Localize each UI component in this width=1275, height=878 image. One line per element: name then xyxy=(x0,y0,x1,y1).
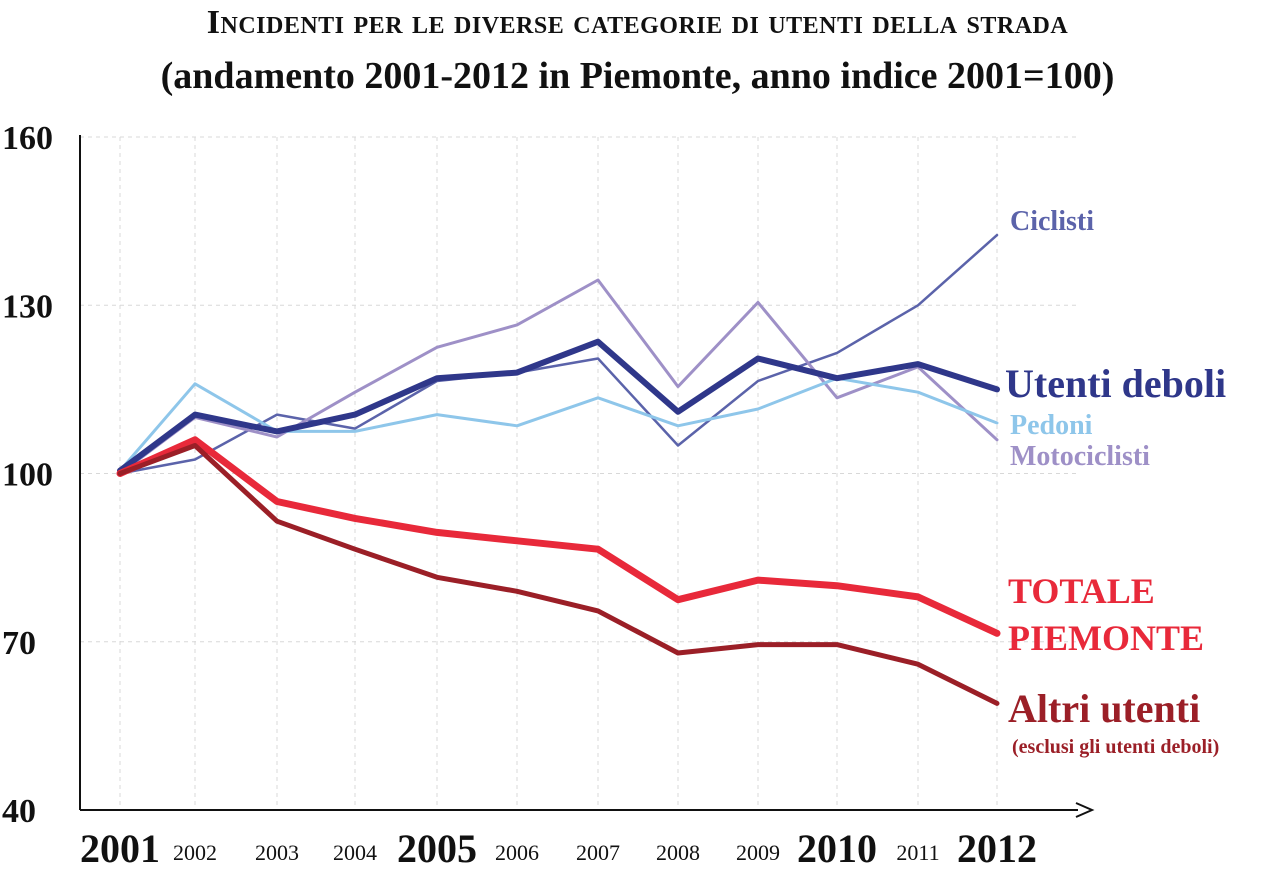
x-tick-label: 2012 xyxy=(957,826,1037,871)
x-tick-label: 2004 xyxy=(333,840,377,865)
x-tick-label: 2002 xyxy=(173,840,217,865)
series-label: PIEMONTE xyxy=(1008,618,1204,658)
x-tick-label: 2007 xyxy=(576,840,620,865)
y-tick-label: 130 xyxy=(2,288,53,325)
y-tick-label: 40 xyxy=(2,793,36,830)
x-tick-label: 2005 xyxy=(397,826,477,871)
x-tick-label: 2008 xyxy=(656,840,700,865)
series-label: Ciclisti xyxy=(1010,206,1094,237)
series-label: (esclusi gli utenti deboli) xyxy=(1012,736,1219,758)
series-label: Utenti deboli xyxy=(1005,361,1226,406)
y-tick-label: 70 xyxy=(2,625,36,662)
series-line-totale-piemonte xyxy=(116,436,1001,637)
y-tick-labels: 40 70 100 130 160 xyxy=(2,120,53,830)
x-axis-arrow xyxy=(1075,802,1095,818)
series-lines xyxy=(116,233,1001,706)
x-tick-label: 2006 xyxy=(495,840,539,865)
series-label: Pedoni xyxy=(1010,410,1093,441)
y-tick-label: 100 xyxy=(2,457,53,494)
series-line-utenti-deboli xyxy=(117,338,1000,474)
x-tick-label: 2010 xyxy=(797,826,877,871)
chart-title: Incidenti per le diverse categorie di ut… xyxy=(206,4,1069,41)
y-tick-label: 160 xyxy=(2,120,53,157)
x-tick-labels: 2001 2002 2003 2004 2005 2006 2007 2008 2009 2010… xyxy=(80,826,1037,871)
x-tick-label: 2001 xyxy=(80,826,160,871)
x-tick-label: 2011 xyxy=(896,840,939,865)
series-label: TOTALE xyxy=(1008,571,1155,611)
x-tick-label: 2003 xyxy=(255,840,299,865)
axes xyxy=(79,135,1095,818)
series-line-altri-utenti xyxy=(117,443,1000,706)
series-line-motociclisti xyxy=(118,278,999,475)
series-label: Motociclisti xyxy=(1010,441,1150,472)
chart-subtitle: (andamento 2001-2012 in Piemonte, anno i… xyxy=(160,55,1115,97)
series-line-pedoni xyxy=(118,376,999,473)
x-tick-label: 2009 xyxy=(736,840,780,865)
grid xyxy=(80,136,1080,810)
series-label: Altri utenti xyxy=(1008,686,1200,731)
